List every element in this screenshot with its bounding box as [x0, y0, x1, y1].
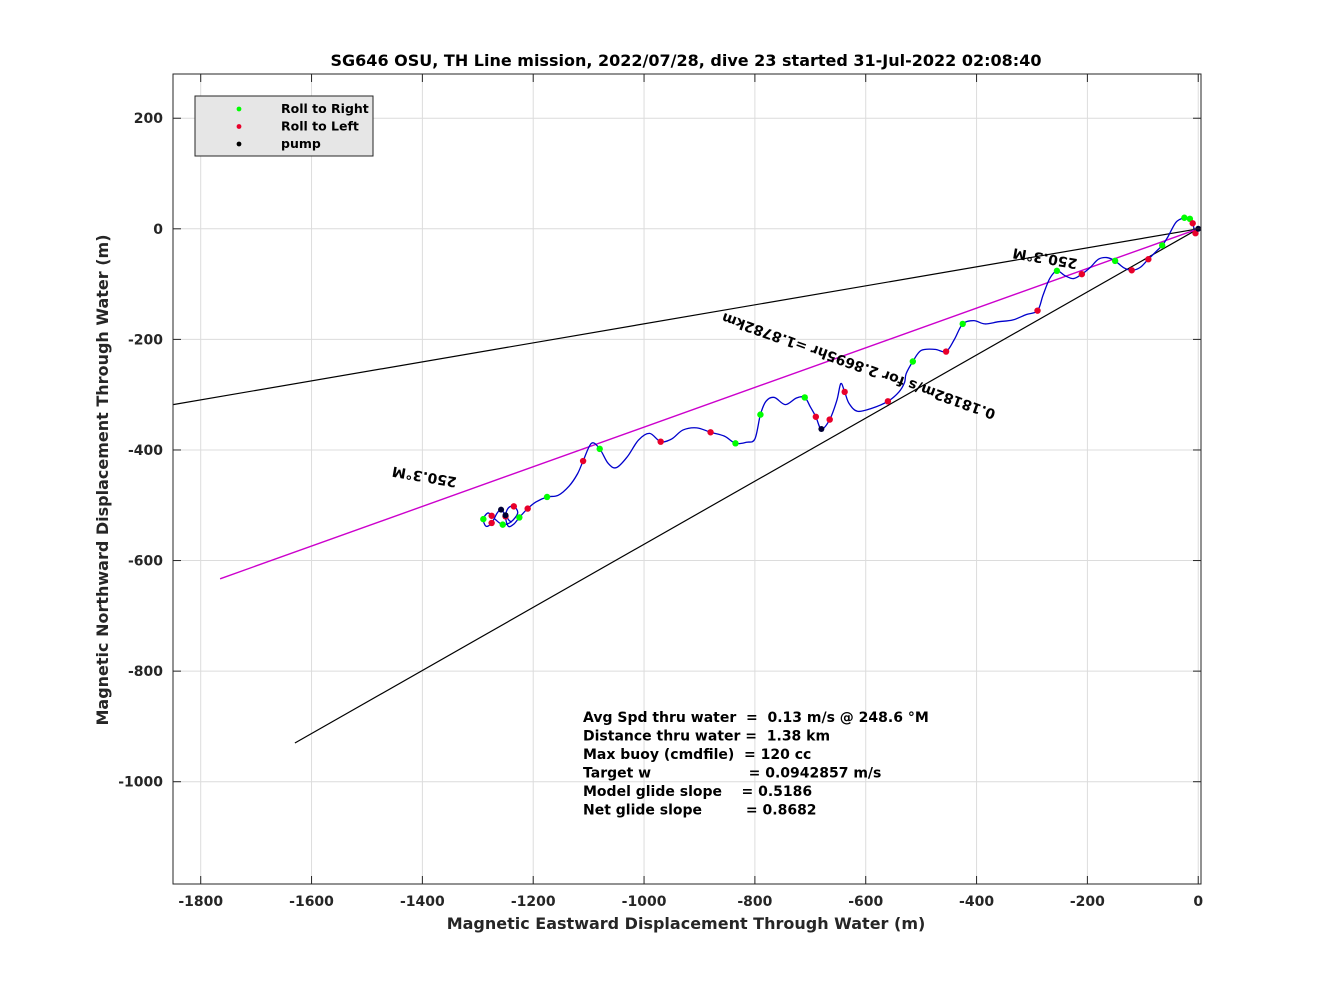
chart-title: SG646 OSU, TH Line mission, 2022/07/28, …: [331, 51, 1042, 70]
roll-left-point: [942, 348, 950, 355]
roll-right-point: [801, 394, 808, 401]
axis-ticks: -1800 -1600 -1400 -1200 -1000 -800 -600 -400 -20…: [118, 74, 1203, 910]
legend-marker: [236, 141, 242, 147]
roll-right-point: [543, 493, 551, 501]
heading-boundary-line: [294, 228, 1199, 744]
legend: Roll to Right Roll to Left pump: [194, 95, 374, 157]
roll-left-point: [1145, 256, 1152, 263]
x-tick-label: -200: [1070, 894, 1105, 910]
roll-right-point: [1111, 257, 1119, 265]
stats-line: Distance thru water = 1.38 km: [583, 729, 830, 745]
legend-label: Roll to Right: [281, 101, 369, 116]
stats-line: Max buoy (cmdfile) = 120 cc: [583, 747, 811, 763]
y-tick-label: -200: [128, 332, 163, 348]
roll-left-point: [841, 388, 848, 396]
x-tick-label: -1200: [511, 894, 556, 910]
roll-left-point: [707, 429, 714, 436]
roll-left-point: [1128, 267, 1135, 274]
x-tick-label: -800: [737, 894, 772, 910]
roll-left-point: [1034, 307, 1041, 314]
x-axis-label: Magnetic Eastward Displacement Through W…: [447, 914, 926, 933]
roll-right-point: [909, 358, 917, 365]
roll-left-point: [657, 438, 664, 445]
y-axis-label: Magnetic Northward Displacement Through …: [93, 234, 112, 725]
x-tick-label: -1600: [289, 894, 334, 910]
y-tick-label: -600: [128, 554, 163, 570]
roll-left-point: [1192, 230, 1199, 237]
x-tick-label: -1800: [178, 894, 223, 910]
roll-right-point: [480, 515, 487, 523]
roll-left-point: [510, 503, 518, 510]
x-tick-label: -600: [848, 894, 883, 910]
legend-marker: [236, 106, 242, 112]
roll-left-point: [812, 413, 820, 420]
roll-left-point: [826, 416, 833, 423]
roll-right-point: [516, 514, 523, 521]
pump-point: [818, 425, 825, 432]
pump-point: [498, 506, 505, 513]
roll-right-point: [757, 411, 764, 418]
roll-left-point: [579, 457, 587, 465]
roll-right-point: [1053, 267, 1061, 275]
stats-line: Model glide slope = 0.5186: [583, 784, 812, 800]
x-tick-label: 0: [1193, 894, 1203, 910]
heading-boundary-line: [173, 228, 1199, 406]
roll-right-point: [1159, 242, 1166, 249]
y-tick-label: -800: [128, 664, 163, 680]
stats-line: Avg Spd thru water = 0.13 m/s @ 248.6 °M: [583, 710, 929, 726]
stats-line: Net glide slope = 0.8682: [583, 803, 817, 819]
y-tick-label: 200: [134, 111, 163, 127]
stats-line: Target w = 0.0942857 m/s: [583, 766, 881, 782]
legend-label: Roll to Left: [281, 119, 359, 134]
y-tick-label: 0: [153, 222, 163, 238]
roll-right-point: [596, 445, 603, 453]
heading-line: [219, 228, 1199, 580]
x-tick-label: -1400: [400, 894, 445, 910]
legend-label: pump: [281, 136, 321, 151]
roll-left-point: [1189, 220, 1196, 227]
stats-block: Avg Spd thru water = 0.13 m/s @ 248.6 °M…: [583, 710, 929, 819]
roll-right-point: [1181, 214, 1188, 221]
x-tick-label: -1000: [622, 894, 667, 910]
roll-left-point: [524, 505, 531, 512]
pump-point: [502, 512, 509, 519]
roll-left-point: [884, 398, 892, 405]
roll-left-point: [488, 512, 495, 519]
roll-left-point: [488, 519, 495, 527]
roll-right-point: [499, 521, 506, 528]
legend-marker: [236, 124, 242, 129]
axes-frame: [172, 73, 1202, 885]
roll-right-point: [732, 440, 739, 447]
x-tick-label: -400: [959, 894, 994, 910]
legend-box: [194, 95, 374, 157]
y-tick-label: -400: [128, 443, 163, 459]
grid-lines: [173, 74, 1201, 884]
y-tick-label: -1000: [118, 775, 163, 791]
roll-left-point: [1078, 270, 1086, 278]
roll-right-point: [959, 320, 966, 328]
